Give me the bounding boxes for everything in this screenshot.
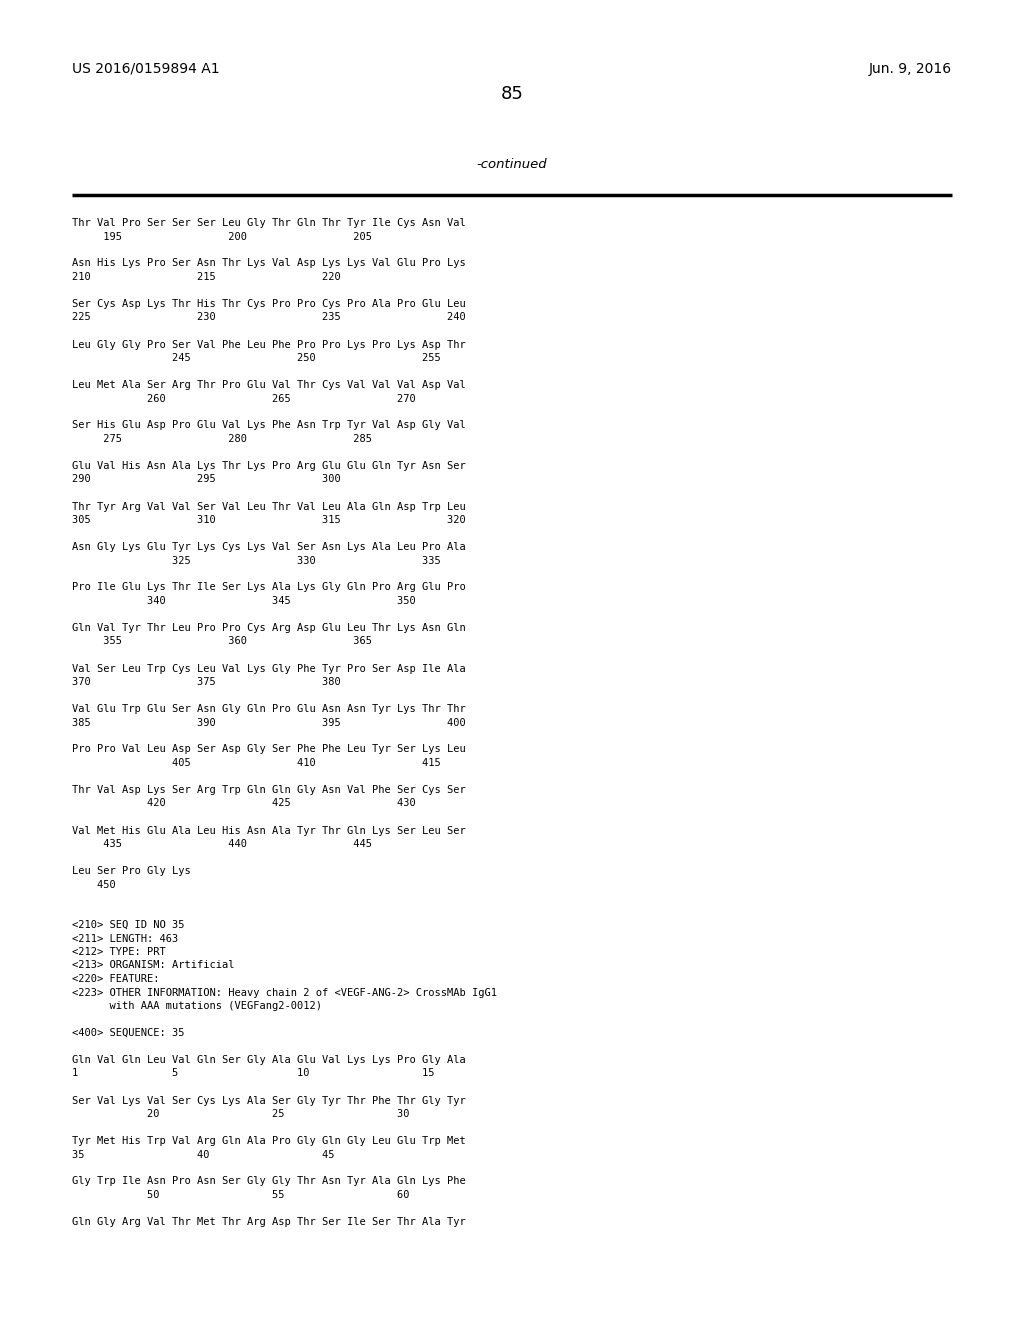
Text: Jun. 9, 2016: Jun. 9, 2016: [869, 62, 952, 77]
Text: 370                 375                 380: 370 375 380: [72, 677, 341, 686]
Text: 340                 345                 350: 340 345 350: [72, 597, 416, 606]
Text: <400> SEQUENCE: 35: <400> SEQUENCE: 35: [72, 1028, 184, 1038]
Text: 245                 250                 255: 245 250 255: [72, 352, 440, 363]
Text: 325                 330                 335: 325 330 335: [72, 556, 440, 565]
Text: with AAA mutations (VEGFang2-0012): with AAA mutations (VEGFang2-0012): [72, 1001, 322, 1011]
Text: Leu Gly Gly Pro Ser Val Phe Leu Phe Pro Pro Lys Pro Lys Asp Thr: Leu Gly Gly Pro Ser Val Phe Leu Phe Pro …: [72, 339, 466, 350]
Text: Val Glu Trp Glu Ser Asn Gly Gln Pro Glu Asn Asn Tyr Lys Thr Thr: Val Glu Trp Glu Ser Asn Gly Gln Pro Glu …: [72, 704, 466, 714]
Text: US 2016/0159894 A1: US 2016/0159894 A1: [72, 62, 219, 77]
Text: Leu Met Ala Ser Arg Thr Pro Glu Val Thr Cys Val Val Val Asp Val: Leu Met Ala Ser Arg Thr Pro Glu Val Thr …: [72, 380, 466, 389]
Text: -continued: -continued: [477, 158, 547, 172]
Text: 275                 280                 285: 275 280 285: [72, 434, 372, 444]
Text: 385                 390                 395                 400: 385 390 395 400: [72, 718, 466, 727]
Text: Asn Gly Lys Glu Tyr Lys Cys Lys Val Ser Asn Lys Ala Leu Pro Ala: Asn Gly Lys Glu Tyr Lys Cys Lys Val Ser …: [72, 543, 466, 552]
Text: Leu Ser Pro Gly Lys: Leu Ser Pro Gly Lys: [72, 866, 190, 876]
Text: Gln Gly Arg Val Thr Met Thr Arg Asp Thr Ser Ile Ser Thr Ala Tyr: Gln Gly Arg Val Thr Met Thr Arg Asp Thr …: [72, 1217, 466, 1228]
Text: 35                  40                  45: 35 40 45: [72, 1150, 335, 1159]
Text: Val Ser Leu Trp Cys Leu Val Lys Gly Phe Tyr Pro Ser Asp Ile Ala: Val Ser Leu Trp Cys Leu Val Lys Gly Phe …: [72, 664, 466, 673]
Text: 405                 410                 415: 405 410 415: [72, 758, 440, 768]
Text: 435                 440                 445: 435 440 445: [72, 840, 372, 849]
Text: <210> SEQ ID NO 35: <210> SEQ ID NO 35: [72, 920, 184, 931]
Text: Val Met His Glu Ala Leu His Asn Ala Tyr Thr Gln Lys Ser Leu Ser: Val Met His Glu Ala Leu His Asn Ala Tyr …: [72, 825, 466, 836]
Text: 225                 230                 235                 240: 225 230 235 240: [72, 313, 466, 322]
Text: Pro Pro Val Leu Asp Ser Asp Gly Ser Phe Phe Leu Tyr Ser Lys Leu: Pro Pro Val Leu Asp Ser Asp Gly Ser Phe …: [72, 744, 466, 755]
Text: 450: 450: [72, 879, 116, 890]
Text: 305                 310                 315                 320: 305 310 315 320: [72, 515, 466, 525]
Text: <212> TYPE: PRT: <212> TYPE: PRT: [72, 946, 166, 957]
Text: Gln Val Gln Leu Val Gln Ser Gly Ala Glu Val Lys Lys Pro Gly Ala: Gln Val Gln Leu Val Gln Ser Gly Ala Glu …: [72, 1055, 466, 1065]
Text: Asn His Lys Pro Ser Asn Thr Lys Val Asp Lys Lys Val Glu Pro Lys: Asn His Lys Pro Ser Asn Thr Lys Val Asp …: [72, 259, 466, 268]
Text: Thr Tyr Arg Val Val Ser Val Leu Thr Val Leu Ala Gln Asp Trp Leu: Thr Tyr Arg Val Val Ser Val Leu Thr Val …: [72, 502, 466, 511]
Text: Ser His Glu Asp Pro Glu Val Lys Phe Asn Trp Tyr Val Asp Gly Val: Ser His Glu Asp Pro Glu Val Lys Phe Asn …: [72, 421, 466, 430]
Text: Thr Val Asp Lys Ser Arg Trp Gln Gln Gly Asn Val Phe Ser Cys Ser: Thr Val Asp Lys Ser Arg Trp Gln Gln Gly …: [72, 785, 466, 795]
Text: 50                  55                  60: 50 55 60: [72, 1191, 410, 1200]
Text: <211> LENGTH: 463: <211> LENGTH: 463: [72, 933, 178, 944]
Text: <223> OTHER INFORMATION: Heavy chain 2 of <VEGF-ANG-2> CrossMAb IgG1: <223> OTHER INFORMATION: Heavy chain 2 o…: [72, 987, 497, 998]
Text: Ser Cys Asp Lys Thr His Thr Cys Pro Pro Cys Pro Ala Pro Glu Leu: Ser Cys Asp Lys Thr His Thr Cys Pro Pro …: [72, 300, 466, 309]
Text: 290                 295                 300: 290 295 300: [72, 474, 341, 484]
Text: 195                 200                 205: 195 200 205: [72, 231, 372, 242]
Text: 260                 265                 270: 260 265 270: [72, 393, 416, 404]
Text: <220> FEATURE:: <220> FEATURE:: [72, 974, 160, 983]
Text: Gly Trp Ile Asn Pro Asn Ser Gly Gly Thr Asn Tyr Ala Gln Lys Phe: Gly Trp Ile Asn Pro Asn Ser Gly Gly Thr …: [72, 1176, 466, 1187]
Text: Thr Val Pro Ser Ser Ser Leu Gly Thr Gln Thr Tyr Ile Cys Asn Val: Thr Val Pro Ser Ser Ser Leu Gly Thr Gln …: [72, 218, 466, 228]
Text: <213> ORGANISM: Artificial: <213> ORGANISM: Artificial: [72, 961, 234, 970]
Text: Tyr Met His Trp Val Arg Gln Ala Pro Gly Gln Gly Leu Glu Trp Met: Tyr Met His Trp Val Arg Gln Ala Pro Gly …: [72, 1137, 466, 1146]
Text: 1               5                   10                  15: 1 5 10 15: [72, 1068, 434, 1078]
Text: Glu Val His Asn Ala Lys Thr Lys Pro Arg Glu Glu Gln Tyr Asn Ser: Glu Val His Asn Ala Lys Thr Lys Pro Arg …: [72, 461, 466, 471]
Text: 85: 85: [501, 84, 523, 103]
Text: 20                  25                  30: 20 25 30: [72, 1109, 410, 1119]
Text: Pro Ile Glu Lys Thr Ile Ser Lys Ala Lys Gly Gln Pro Arg Glu Pro: Pro Ile Glu Lys Thr Ile Ser Lys Ala Lys …: [72, 582, 466, 593]
Text: 355                 360                 365: 355 360 365: [72, 636, 372, 647]
Text: Ser Val Lys Val Ser Cys Lys Ala Ser Gly Tyr Thr Phe Thr Gly Tyr: Ser Val Lys Val Ser Cys Lys Ala Ser Gly …: [72, 1096, 466, 1106]
Text: 210                 215                 220: 210 215 220: [72, 272, 341, 282]
Text: 420                 425                 430: 420 425 430: [72, 799, 416, 808]
Text: Gln Val Tyr Thr Leu Pro Pro Cys Arg Asp Glu Leu Thr Lys Asn Gln: Gln Val Tyr Thr Leu Pro Pro Cys Arg Asp …: [72, 623, 466, 634]
